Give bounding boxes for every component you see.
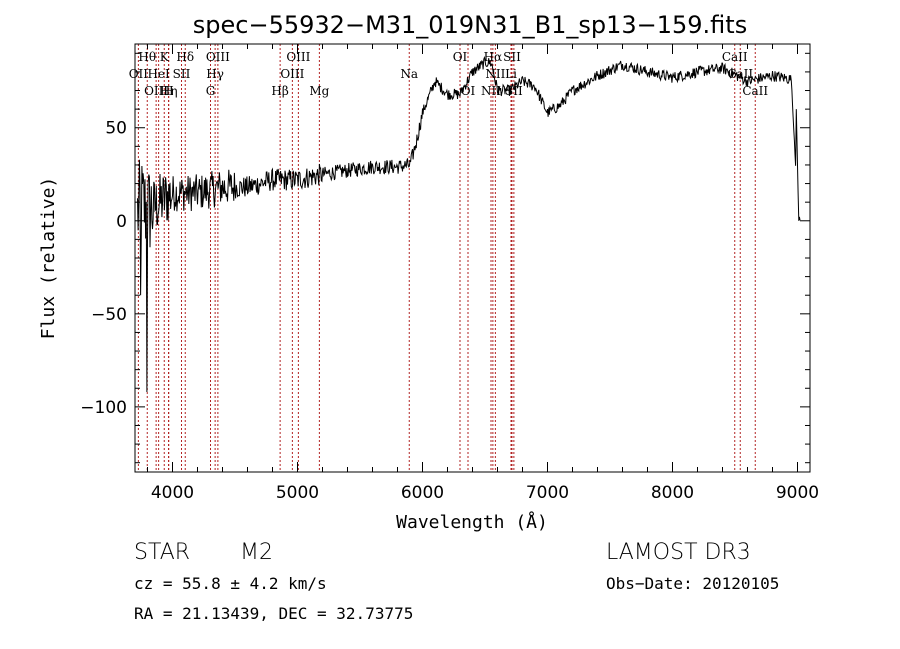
y-tick-label: −100 [80, 398, 127, 418]
emission-line-label: H [163, 84, 173, 98]
x-tick-label: 4000 [151, 483, 194, 503]
emission-line-label: CaII [742, 84, 768, 98]
x-tick-label: 6000 [401, 483, 444, 503]
emission-line-label: OIII [280, 67, 304, 81]
emission-line-label: SII [503, 50, 521, 64]
obs-date: Obs−Date: 20120105 [606, 574, 780, 593]
y-tick-label: 50 [105, 119, 127, 139]
emission-line-label: OIII [144, 84, 168, 98]
survey-name: LAMOST DR3 [606, 540, 751, 565]
redshift-text: cz = 55.8 ± 4.2 km/s [134, 574, 327, 593]
emission-line-label: OI [453, 50, 468, 64]
emission-line-label: NII [481, 84, 501, 98]
object-class: STAR [134, 540, 191, 565]
object-subclass: M2 [240, 540, 273, 565]
emission-line-label: OII [129, 67, 149, 81]
coordinates: RA = 21.13439, DEC = 32.73775 [134, 604, 414, 623]
x-axis-label: Wavelength (Å) [396, 511, 548, 533]
spectrum-line [137, 55, 801, 393]
emission-line-label: Hδ [176, 50, 194, 64]
emission-line-label: Hθ [138, 50, 156, 64]
y-axis-label: Flux (relative) [38, 177, 59, 340]
emission-line-markers [137, 44, 756, 472]
emission-line-label: Li [505, 67, 517, 81]
emission-line-label: Hα [484, 50, 503, 64]
emission-line-label: OIII [286, 50, 310, 64]
y-tick-label: −50 [91, 305, 127, 325]
emission-line-label: Na [400, 67, 418, 81]
emission-line-label: HeI [147, 67, 170, 81]
x-axis: 4000 5000 6000 7000 8000 9000 [147, 44, 819, 503]
x-tick-label: 5000 [276, 483, 319, 503]
x-tick-label: 7000 [526, 483, 569, 503]
emission-line-label: CaII [722, 50, 748, 64]
plot-frame [134, 43, 811, 473]
emission-line-label: NII [485, 67, 505, 81]
emission-line-label: Hη [160, 84, 178, 98]
emission-line-label: OI [461, 84, 476, 98]
emission-line-label: K [160, 50, 170, 64]
y-tick-label: 0 [116, 212, 127, 232]
emission-line-label: OIII [206, 50, 230, 64]
y-axis: −100 −50 0 50 [80, 52, 810, 464]
emission-line-label: G [206, 84, 216, 98]
chart-title: spec−55932−M31_019N31_B1_sp13−159.fits [193, 11, 747, 39]
emission-line-label: SII [173, 67, 191, 81]
emission-line-label: Mg [309, 84, 329, 98]
x-tick-label: 8000 [651, 483, 694, 503]
emission-line-label: Hβ [271, 84, 288, 98]
emission-line-label: Hγ [206, 67, 224, 81]
x-tick-label: 9000 [776, 483, 819, 503]
